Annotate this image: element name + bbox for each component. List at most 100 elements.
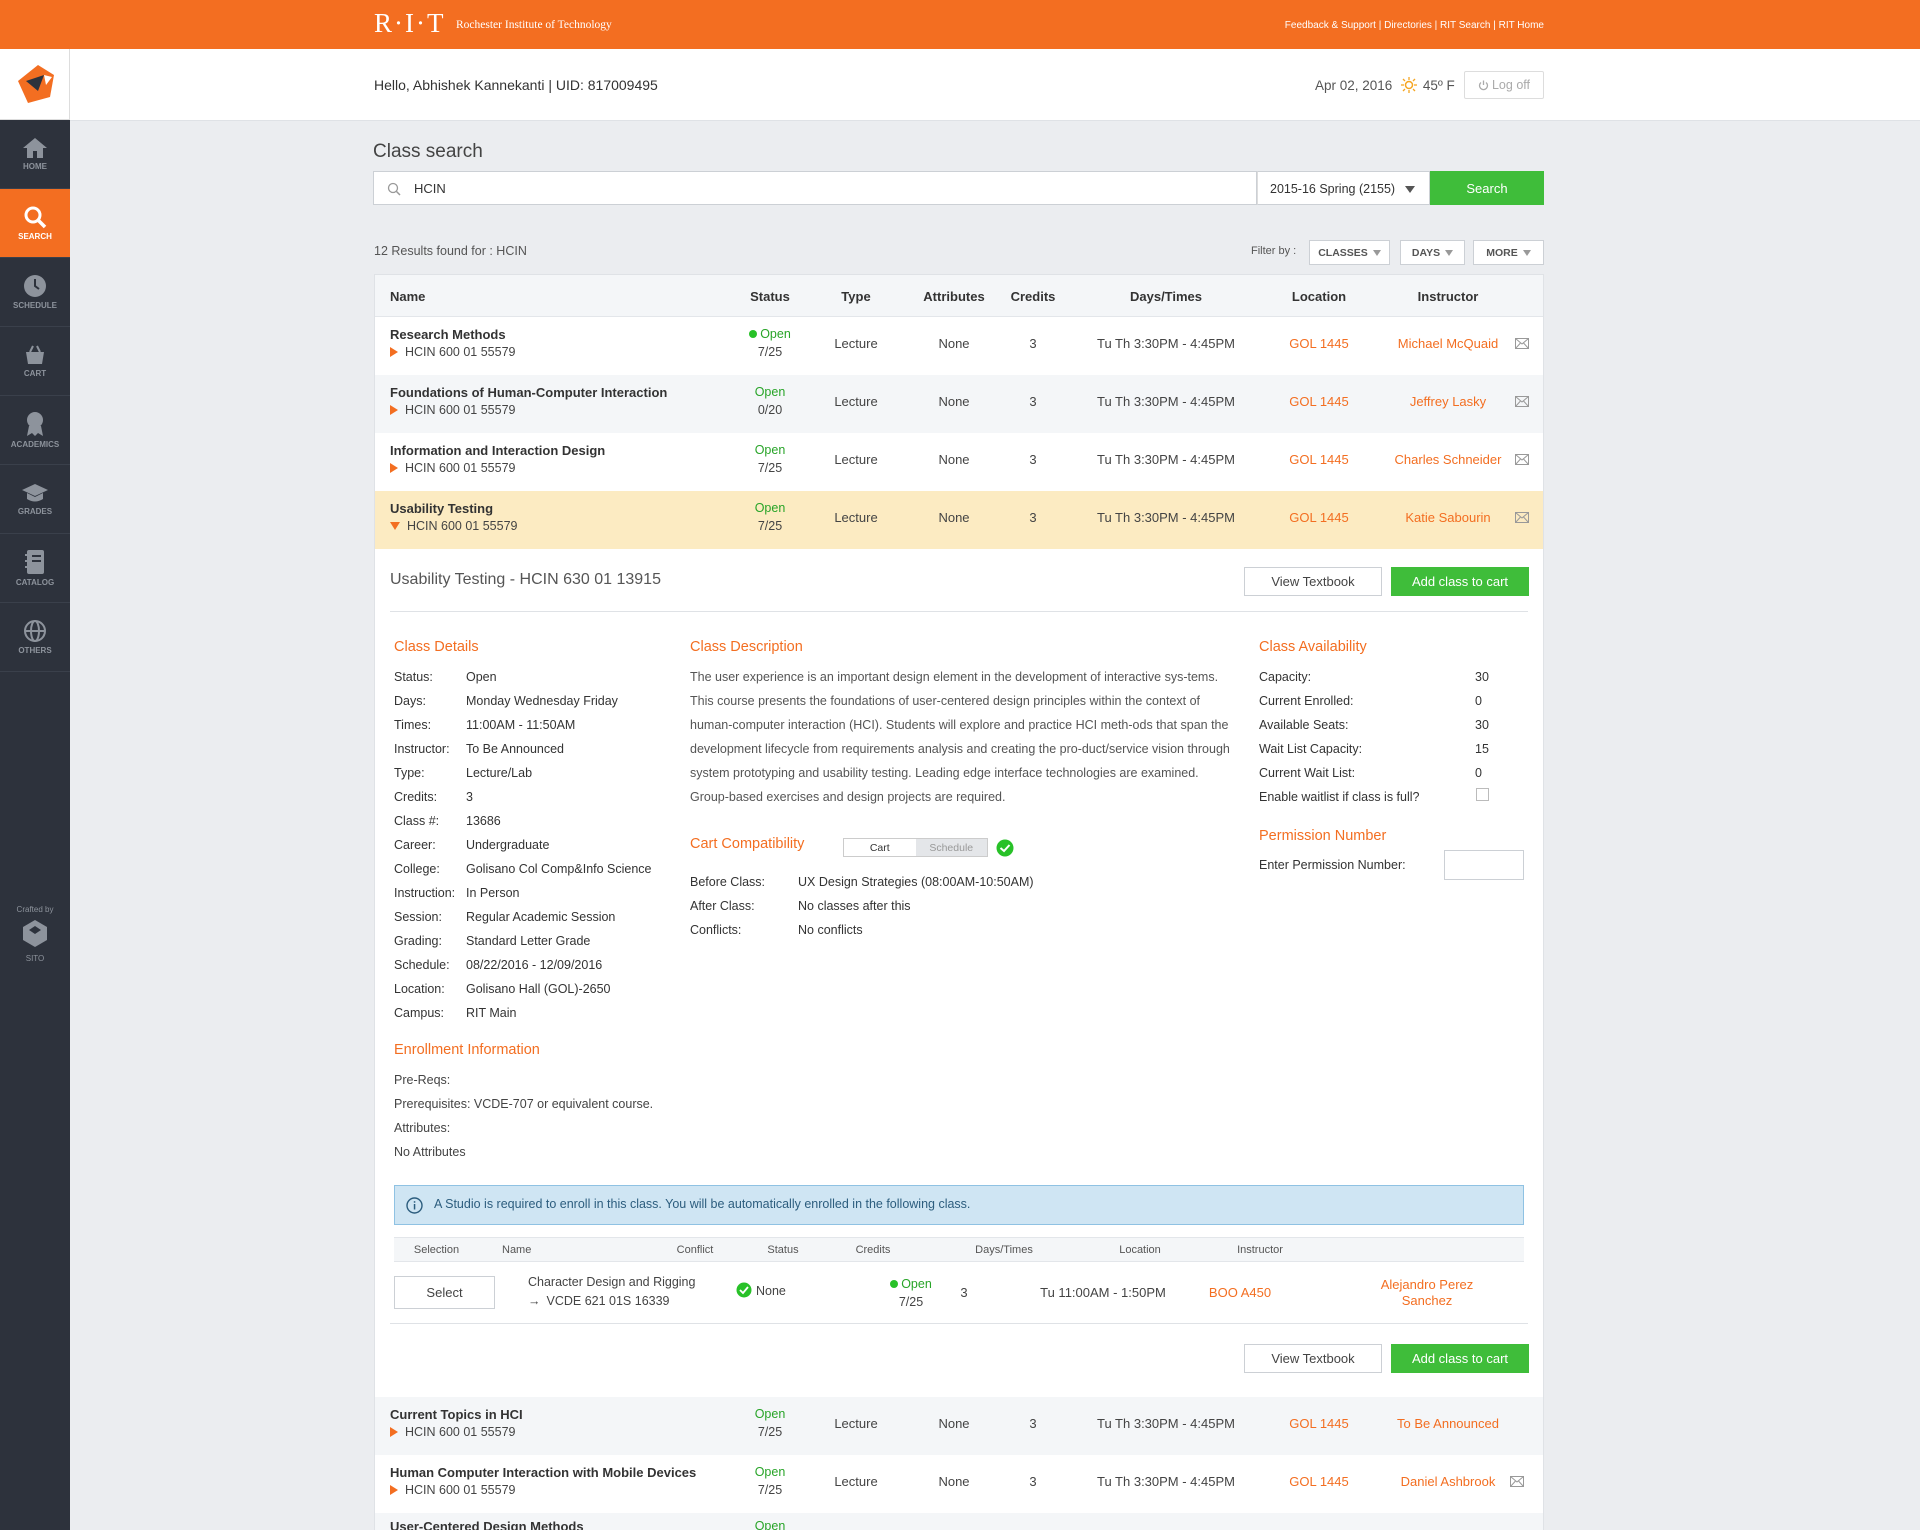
class-name[interactable]: Foundations of Human-Computer Interactio… (390, 385, 668, 400)
header: Hello, Abhishek Kannekanti | UID: 817009… (70, 49, 1920, 121)
mail-icon[interactable] (1510, 1476, 1524, 1487)
sidebar-item-cart[interactable]: CART (0, 327, 70, 396)
logoff-button[interactable]: Log off (1464, 71, 1544, 99)
class-code-text: HCIN 600 01 55579 (405, 1483, 516, 1497)
caret-right-icon[interactable] (390, 347, 398, 357)
credits: 3 (1029, 510, 1037, 525)
location-link[interactable]: GOL 1445 (1289, 1416, 1349, 1431)
mail-icon[interactable] (1515, 454, 1529, 465)
location-link[interactable]: GOL 1445 (1289, 394, 1349, 409)
credits: 3 (1029, 336, 1037, 351)
cart-schedule-toggle[interactable]: Cart Schedule (843, 838, 988, 857)
availability-key: Current Wait List: (1259, 766, 1356, 780)
location-link[interactable]: GOL 1445 (1289, 510, 1349, 525)
class-details-list: Status: Open Days: Monday Wednesday Friday… (394, 665, 652, 1025)
add-to-cart-button[interactable]: Add class to cart (1391, 567, 1529, 596)
class-name[interactable]: Information and Interaction Design (390, 443, 606, 458)
sidebar-item-others[interactable]: OTHERS (0, 603, 70, 672)
top-bar: R·I·T Rochester Institute of Technology … (0, 0, 1920, 49)
sidebar-item-label: HOME (23, 162, 47, 171)
table-row-selected[interactable]: Usability Testing HCIN 600 01 55579 Open… (375, 491, 1543, 549)
col-name: Name (390, 289, 426, 304)
search-input[interactable]: HCIN (373, 171, 1257, 205)
table-row[interactable]: Current Topics in HCI HCIN 600 01 55579 … (375, 1397, 1543, 1455)
permission-number-input[interactable] (1444, 850, 1524, 880)
instructor-link[interactable]: Jeffrey Lasky (1409, 394, 1487, 409)
detail-value: To Be Announced (466, 742, 564, 756)
sidebar-item-grades[interactable]: GRADES (0, 465, 70, 534)
page-title: Class search (373, 141, 483, 162)
sidebar-item-catalog[interactable]: CATALOG (0, 534, 70, 603)
instructor-link[interactable]: Charles Schneider (1394, 452, 1502, 467)
instructor-link[interactable]: Daniel Ashbrook (1400, 1474, 1496, 1489)
compat-value: UX Design Strategies (08:00AM-10:50AM) (798, 875, 1034, 889)
select-button[interactable]: Select (394, 1276, 495, 1309)
app-logo[interactable] (0, 49, 70, 120)
rit-logo[interactable]: R·I·T (374, 8, 446, 38)
instructor-link[interactable]: To Be Announced (1397, 1416, 1499, 1431)
mail-icon[interactable] (1515, 512, 1529, 523)
detail-key: Location: (394, 982, 445, 996)
sidebar-item-home[interactable]: HOME (0, 120, 70, 189)
detail-value: Standard Letter Grade (466, 934, 591, 948)
seg-cart[interactable]: Cart (844, 839, 916, 856)
studio-name[interactable]: Character Design and Rigging (528, 1275, 696, 1289)
table-row[interactable]: Research Methods HCIN 600 01 55579 Open … (375, 317, 1543, 375)
instructor-link[interactable]: Michael McQuaid (1397, 336, 1499, 351)
studio-location-link[interactable]: BOO A450 (1208, 1285, 1272, 1300)
class-name[interactable]: Research Methods (390, 327, 506, 342)
waitlist-checkbox[interactable] (1476, 788, 1489, 801)
description-heading: Class Description (690, 639, 803, 655)
status-badge: Open (730, 327, 810, 341)
class-name[interactable]: Usability Testing (390, 501, 494, 516)
add-to-cart-button[interactable]: Add class to cart (1391, 1344, 1529, 1373)
type: Lecture (834, 452, 878, 467)
term-select[interactable]: 2015-16 Spring (2155) (1257, 171, 1430, 205)
table-row[interactable]: User-Centered Design Methods Open (375, 1513, 1543, 1530)
seg-schedule[interactable]: Schedule (915, 839, 987, 856)
detail-key: College: (394, 862, 440, 876)
caret-right-icon[interactable] (390, 1427, 398, 1437)
filter-more-button[interactable]: MORE (1473, 240, 1544, 265)
caret-right-icon[interactable] (390, 405, 398, 415)
sidebar-item-academics[interactable]: ACADEMICS (0, 396, 70, 465)
view-textbook-button[interactable]: View Textbook (1244, 567, 1382, 596)
check-circle-icon (996, 839, 1014, 857)
availability-row: Enable waitlist if class is full? (1259, 785, 1489, 809)
caret-right-icon[interactable] (390, 1485, 398, 1495)
detail-key: Status: (394, 670, 433, 684)
divider (390, 611, 1528, 612)
table-row[interactable]: Information and Interaction Design HCIN … (375, 433, 1543, 491)
studio-instructor-link[interactable]: Alejandro Perez Sanchez (1362, 1277, 1492, 1309)
compat-row: Conflicts: No conflicts (690, 918, 1034, 942)
table-row[interactable]: Human Computer Interaction with Mobile D… (375, 1455, 1543, 1513)
type: Lecture (834, 1416, 878, 1431)
class-name[interactable]: Human Computer Interaction with Mobile D… (390, 1465, 697, 1480)
filter-days-button[interactable]: DAYS (1400, 240, 1465, 265)
sidebar-item-search[interactable]: SEARCH (0, 189, 70, 258)
rit-name: Rochester Institute of Technology (456, 19, 612, 31)
instructor-line: Sanchez (1401, 1293, 1453, 1308)
availability-key: Capacity: (1259, 670, 1312, 684)
filter-classes-button[interactable]: CLASSES (1309, 240, 1390, 265)
table-row[interactable]: Foundations of Human-Computer Interactio… (375, 375, 1543, 433)
caret-down-icon[interactable] (390, 522, 400, 530)
class-name[interactable]: User-Centered Design Methods (390, 1519, 584, 1530)
class-name[interactable]: Current Topics in HCI (390, 1407, 523, 1422)
top-links[interactable]: Feedback & Support | Directories | RIT S… (1284, 20, 1544, 31)
view-textbook-button[interactable]: View Textbook (1244, 1344, 1382, 1373)
status-text: Open (754, 1465, 786, 1479)
mail-icon[interactable] (1515, 338, 1529, 349)
col-credits: Credits (1010, 289, 1056, 304)
location-link[interactable]: GOL 1445 (1289, 452, 1349, 467)
sidebar-item-schedule[interactable]: SCHEDULE (0, 258, 70, 327)
instructor-link[interactable]: Katie Sabourin (1405, 510, 1491, 525)
search-button[interactable]: Search (1430, 171, 1544, 205)
location-link[interactable]: GOL 1445 (1289, 1474, 1349, 1489)
attributes: None (938, 1474, 970, 1489)
location-link[interactable]: GOL 1445 (1289, 336, 1349, 351)
user-greeting: Hello, Abhishek Kannekanti | UID: 817009… (374, 77, 658, 93)
availability-value: 30 (1475, 670, 1489, 684)
mail-icon[interactable] (1515, 396, 1529, 407)
caret-right-icon[interactable] (390, 463, 398, 473)
